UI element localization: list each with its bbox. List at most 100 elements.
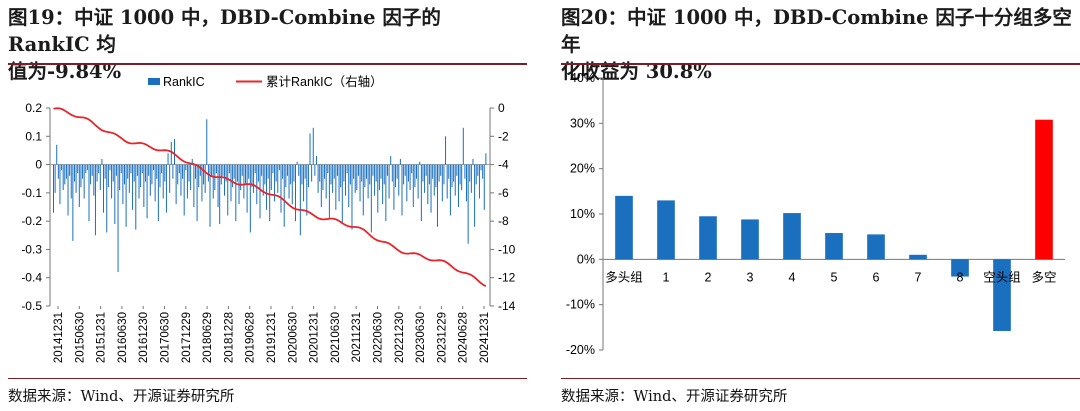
rankic-bar — [98, 164, 100, 174]
x-tick-label: 20160630 — [117, 312, 129, 363]
decile-y-tick-label: 20% — [570, 162, 595, 176]
rankic-bar — [274, 164, 276, 202]
x-tick-label: 20150630 — [74, 312, 86, 363]
rankic-bar — [320, 164, 322, 207]
rankic-bar — [93, 164, 95, 196]
legend-cumulative-label: 累计RankIC（右轴） — [266, 74, 383, 89]
rankic-bar — [127, 164, 129, 179]
x-tick-label: 20191231 — [266, 312, 278, 363]
rankic-bar — [414, 164, 416, 188]
rankic-bar — [322, 164, 324, 191]
rankic-bar — [325, 164, 327, 199]
rankic-bar — [351, 164, 353, 230]
decile-y-tick-label: 40% — [570, 71, 595, 85]
left-y-tick-label: 0.1 — [25, 129, 42, 143]
left-y-tick-label: -0.5 — [21, 299, 42, 313]
decile-category-label: 3 — [747, 270, 754, 284]
rankic-bar — [449, 164, 451, 216]
rankic-bar — [335, 164, 337, 210]
rankic-bar — [235, 164, 237, 222]
rankic-bar — [377, 164, 379, 213]
rankic-bar — [288, 164, 290, 199]
rankic-bar — [220, 164, 222, 185]
rankic-bar — [385, 164, 387, 222]
rankic-bar — [73, 164, 75, 182]
rankic-bar — [85, 164, 87, 174]
rankic-bar — [438, 164, 440, 182]
rankic-bar — [64, 164, 66, 185]
rankic-bar — [211, 164, 213, 176]
rankic-bar — [459, 164, 461, 185]
rankic-bar — [156, 164, 158, 179]
rankic-bar — [390, 156, 392, 165]
right-y-tick-label: 0 — [498, 101, 505, 115]
rankic-bar — [364, 164, 366, 188]
rankic-bar — [161, 164, 163, 174]
rankic-bar — [383, 164, 385, 185]
rankic-bar — [433, 164, 435, 196]
right-y-tick-label: -4 — [498, 158, 509, 172]
rankic-bar — [367, 164, 369, 199]
rankic-bar — [183, 164, 185, 216]
rankic-bar — [265, 164, 267, 210]
rankic-bar — [212, 164, 214, 199]
decile-category-label: 8 — [957, 270, 964, 284]
rankic-bar — [451, 164, 453, 188]
rankic-bar — [138, 164, 140, 199]
rankic-bar — [309, 133, 311, 165]
rankic-bar — [254, 164, 256, 174]
right-title-line1: 图20：中证 1000 中，DBD-Combine 因子十分组多空年 — [561, 6, 1072, 56]
rankic-bar — [359, 164, 361, 202]
x-tick-label: 20190628 — [245, 312, 257, 363]
decile-bar — [615, 195, 633, 260]
decile-y-tick-label: 10% — [570, 207, 595, 221]
rankic-bar — [317, 164, 319, 193]
left-y-tick-label: -0.3 — [21, 242, 42, 256]
rankic-bar — [72, 164, 74, 241]
left-title-line1: 图19：中证 1000 中，DBD-Combine 因子的 RankIC 均 — [8, 6, 441, 56]
rankic-bar — [111, 164, 113, 199]
rankic-bar — [78, 164, 80, 207]
rankic-bar — [403, 164, 405, 185]
rankic-bar — [107, 164, 109, 188]
rankic-bar — [485, 153, 487, 165]
rankic-bar — [404, 164, 406, 176]
rankic-bar — [88, 164, 90, 222]
rankic-bar — [386, 164, 388, 176]
decile-category-label: 多空 — [1031, 270, 1056, 284]
rankic-bar — [378, 164, 380, 191]
rankic-bar — [174, 139, 176, 165]
rankic-bar — [227, 164, 229, 216]
rankic-bar — [230, 164, 232, 202]
rankic-bar — [464, 164, 466, 179]
rankic-bar — [422, 164, 424, 182]
rankic-bar — [272, 164, 274, 174]
rankic-bar — [159, 164, 161, 188]
rankic-bar — [448, 164, 450, 179]
rankic-bar — [90, 164, 92, 185]
decile-category-label: 2 — [705, 270, 712, 284]
rankic-bar — [112, 164, 114, 182]
rankic-bar — [445, 136, 447, 165]
rankic-bar — [461, 164, 463, 191]
rankic-bar — [264, 164, 266, 185]
rankic-bar — [401, 164, 403, 216]
rankic-bar — [244, 164, 246, 185]
decile-bar — [951, 259, 969, 277]
rankic-bar — [462, 127, 464, 165]
rankic-bar — [96, 164, 98, 182]
rankic-bar — [203, 164, 205, 185]
rankic-bar — [365, 164, 367, 179]
decile-category-label: 空头组 — [983, 270, 1021, 284]
rankic-bar — [406, 164, 408, 202]
rankic-bar — [198, 164, 200, 188]
rankic-bar — [186, 164, 188, 199]
rankic-bar — [283, 164, 285, 227]
rankic-bar — [370, 164, 372, 233]
decile-bar — [657, 200, 675, 260]
rankic-bar — [304, 164, 306, 179]
rankic-bar — [275, 164, 277, 182]
x-tick-label: 20221230 — [394, 312, 406, 363]
x-tick-label: 20231229 — [436, 312, 448, 363]
right-y-tick-label: -14 — [498, 299, 516, 313]
